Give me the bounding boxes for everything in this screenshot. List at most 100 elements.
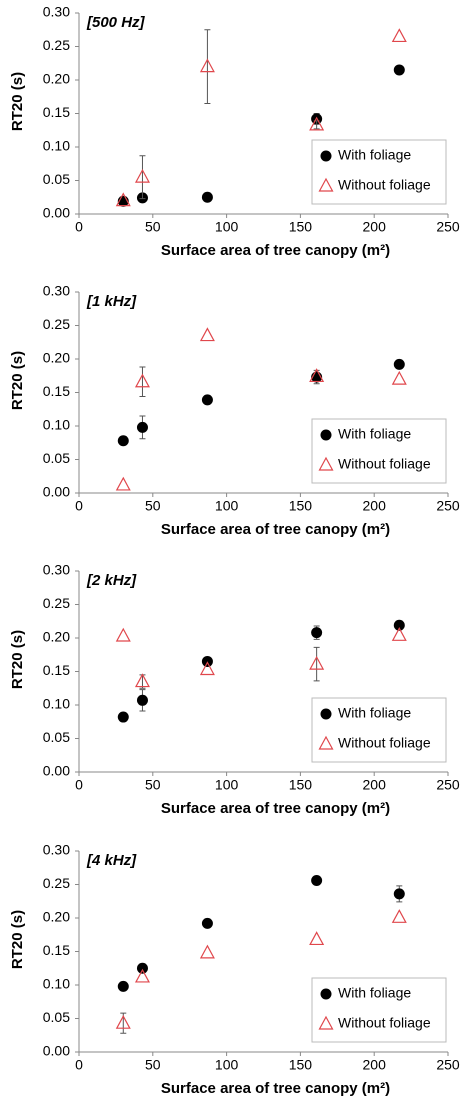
triangle-marker <box>115 1014 131 1029</box>
x-tick-label: 150 <box>289 498 313 514</box>
x-tick-label: 100 <box>215 777 239 793</box>
circle-marker <box>117 435 129 447</box>
x-tick-label: 100 <box>215 498 239 514</box>
x-tick-label: 50 <box>145 219 161 235</box>
triangle-marker <box>134 373 150 388</box>
triangle-marker <box>134 168 150 183</box>
error-bar <box>204 29 211 104</box>
chart-panel: 0.00 0.05 0.10 0.15 0.20 0.25 0.30 0 50 100 150 200… <box>9 283 460 538</box>
x-tick-label: 0 <box>75 1057 83 1073</box>
x-tick-label: 100 <box>215 219 239 235</box>
triangle-marker <box>134 968 150 983</box>
x-axis-title: Surface area of tree canopy (m²) <box>161 242 390 259</box>
triangle-marker <box>391 627 407 641</box>
panel-annotation: [4 kHz] <box>86 852 137 869</box>
legend-label: With foliage <box>338 705 411 721</box>
triangle-marker <box>115 476 131 491</box>
triangle-marker <box>134 673 150 688</box>
error-bar <box>313 646 320 682</box>
triangle-marker <box>318 735 334 750</box>
triangle-marker <box>391 370 407 385</box>
circle-marker <box>320 988 332 1000</box>
y-tick-label: 0.30 <box>43 562 70 578</box>
legend-label: With foliage <box>338 985 411 1001</box>
circle-marker <box>117 980 129 992</box>
x-tick-label: 200 <box>363 1057 387 1073</box>
x-tick-label: 250 <box>436 498 460 514</box>
y-tick-label: 0.15 <box>43 662 70 678</box>
circle-marker <box>136 694 148 706</box>
circle-marker <box>393 888 405 900</box>
circle-marker <box>117 711 129 723</box>
y-tick-label: 0.25 <box>43 875 70 891</box>
x-tick-label: 0 <box>75 777 83 793</box>
panel-annotation: [2 kHz] <box>86 572 137 589</box>
triangle-marker <box>199 58 215 73</box>
y-tick-label: 0.10 <box>43 696 70 712</box>
circle-marker <box>136 421 148 433</box>
error-bar <box>139 366 146 398</box>
x-tick-label: 200 <box>363 498 387 514</box>
x-axis-title: Surface area of tree canopy (m²) <box>161 800 390 817</box>
triangle-marker <box>115 627 131 642</box>
panel-annotation: [1 kHz] <box>86 293 137 310</box>
y-axis-title: RT20 (s) <box>9 72 26 131</box>
chart-panel: 0.00 0.05 0.10 0.15 0.20 0.25 0.30 0 50 100 150 200… <box>9 842 460 1097</box>
y-tick-label: 0.15 <box>43 383 70 399</box>
chart-panel: 0.00 0.05 0.10 0.15 0.20 0.25 0.30 0 50 100 150 200… <box>9 562 460 817</box>
triangle-marker <box>309 655 325 670</box>
circle-marker <box>320 150 332 162</box>
legend-label: Without foliage <box>338 177 431 193</box>
x-tick-label: 150 <box>289 219 313 235</box>
x-tick-label: 150 <box>289 777 313 793</box>
circle-marker <box>393 619 405 631</box>
x-tick-label: 250 <box>436 1057 460 1073</box>
y-tick-label: 0.20 <box>43 909 70 925</box>
y-tick-label: 0.05 <box>43 1009 70 1025</box>
legend-label: With foliage <box>338 147 411 163</box>
y-tick-label: 0.10 <box>43 417 70 433</box>
legend-label: Without foliage <box>338 1015 431 1031</box>
triangle-marker <box>309 931 325 946</box>
y-tick-label: 0.10 <box>43 138 70 154</box>
circle-marker <box>136 962 148 974</box>
triangle-marker <box>199 661 215 676</box>
y-tick-label: 0.25 <box>43 316 70 332</box>
x-tick-label: 200 <box>363 219 387 235</box>
legend-label: Without foliage <box>338 456 431 472</box>
circle-marker <box>201 394 213 406</box>
x-tick-label: 250 <box>436 777 460 793</box>
y-tick-label: 0.25 <box>43 595 70 611</box>
y-tick-label: 0.30 <box>43 842 70 858</box>
circle-marker <box>311 874 323 886</box>
x-axis-title: Surface area of tree canopy (m²) <box>161 1080 390 1097</box>
triangle-marker <box>309 116 325 131</box>
legend-label: Without foliage <box>338 735 431 751</box>
legend-box <box>311 977 447 1043</box>
y-axis-title: RT20 (s) <box>9 351 26 410</box>
x-tick-label: 200 <box>363 777 387 793</box>
legend-label: With foliage <box>338 426 411 442</box>
circle-marker <box>320 708 332 720</box>
triangle-marker <box>318 1015 334 1030</box>
y-tick-label: 0.05 <box>43 171 70 187</box>
y-tick-label: 0.10 <box>43 976 70 992</box>
x-tick-label: 100 <box>215 1057 239 1073</box>
circle-marker <box>201 191 213 203</box>
circle-marker <box>393 358 405 370</box>
y-tick-label: 0.30 <box>43 4 70 20</box>
x-tick-label: 0 <box>75 219 83 235</box>
chart-panel: 0.00 0.05 0.10 0.15 0.20 0.25 0.30 0 50 100 150 200… <box>9 4 460 259</box>
y-axis-title: RT20 (s) <box>9 630 26 689</box>
y-tick-label: 0.05 <box>43 450 70 466</box>
y-tick-label: 0.00 <box>43 763 70 779</box>
triangle-marker <box>115 192 131 207</box>
y-tick-label: 0.25 <box>43 37 70 53</box>
x-tick-label: 0 <box>75 498 83 514</box>
circle-marker <box>393 64 405 76</box>
y-tick-label: 0.00 <box>43 484 70 500</box>
y-tick-label: 0.20 <box>43 71 70 87</box>
triangle-marker <box>309 368 325 383</box>
triangle-marker <box>318 456 334 471</box>
